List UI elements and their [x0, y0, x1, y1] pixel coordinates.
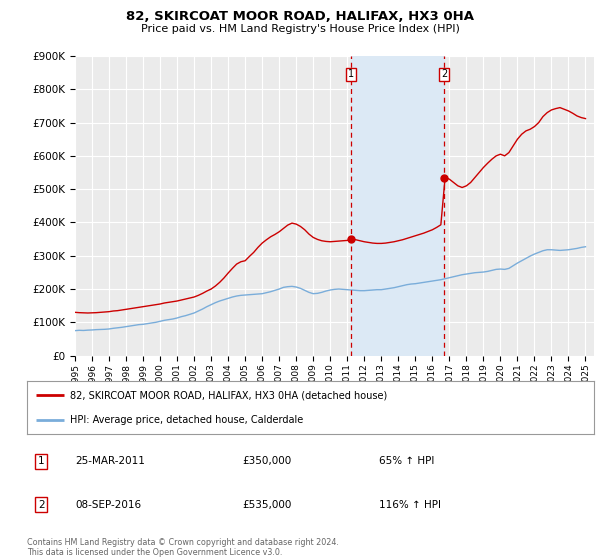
Text: Contains HM Land Registry data © Crown copyright and database right 2024.
This d: Contains HM Land Registry data © Crown c… [27, 538, 339, 557]
Text: Price paid vs. HM Land Registry's House Price Index (HPI): Price paid vs. HM Land Registry's House … [140, 24, 460, 34]
Text: 116% ↑ HPI: 116% ↑ HPI [379, 500, 440, 510]
Text: 65% ↑ HPI: 65% ↑ HPI [379, 456, 434, 466]
Text: 25-MAR-2011: 25-MAR-2011 [75, 456, 145, 466]
Bar [351, 56, 444, 356]
Text: 2: 2 [441, 69, 447, 80]
Text: HPI: Average price, detached house, Calderdale: HPI: Average price, detached house, Cald… [70, 414, 303, 424]
Text: 82, SKIRCOAT MOOR ROAD, HALIFAX, HX3 0HA: 82, SKIRCOAT MOOR ROAD, HALIFAX, HX3 0HA [126, 10, 474, 23]
Text: £535,000: £535,000 [242, 500, 292, 510]
Text: 2: 2 [38, 500, 44, 510]
Text: 82, SKIRCOAT MOOR ROAD, HALIFAX, HX3 0HA (detached house): 82, SKIRCOAT MOOR ROAD, HALIFAX, HX3 0HA… [70, 390, 387, 400]
Text: £350,000: £350,000 [242, 456, 292, 466]
Text: 1: 1 [348, 69, 354, 80]
Text: 08-SEP-2016: 08-SEP-2016 [75, 500, 142, 510]
Text: 1: 1 [38, 456, 44, 466]
